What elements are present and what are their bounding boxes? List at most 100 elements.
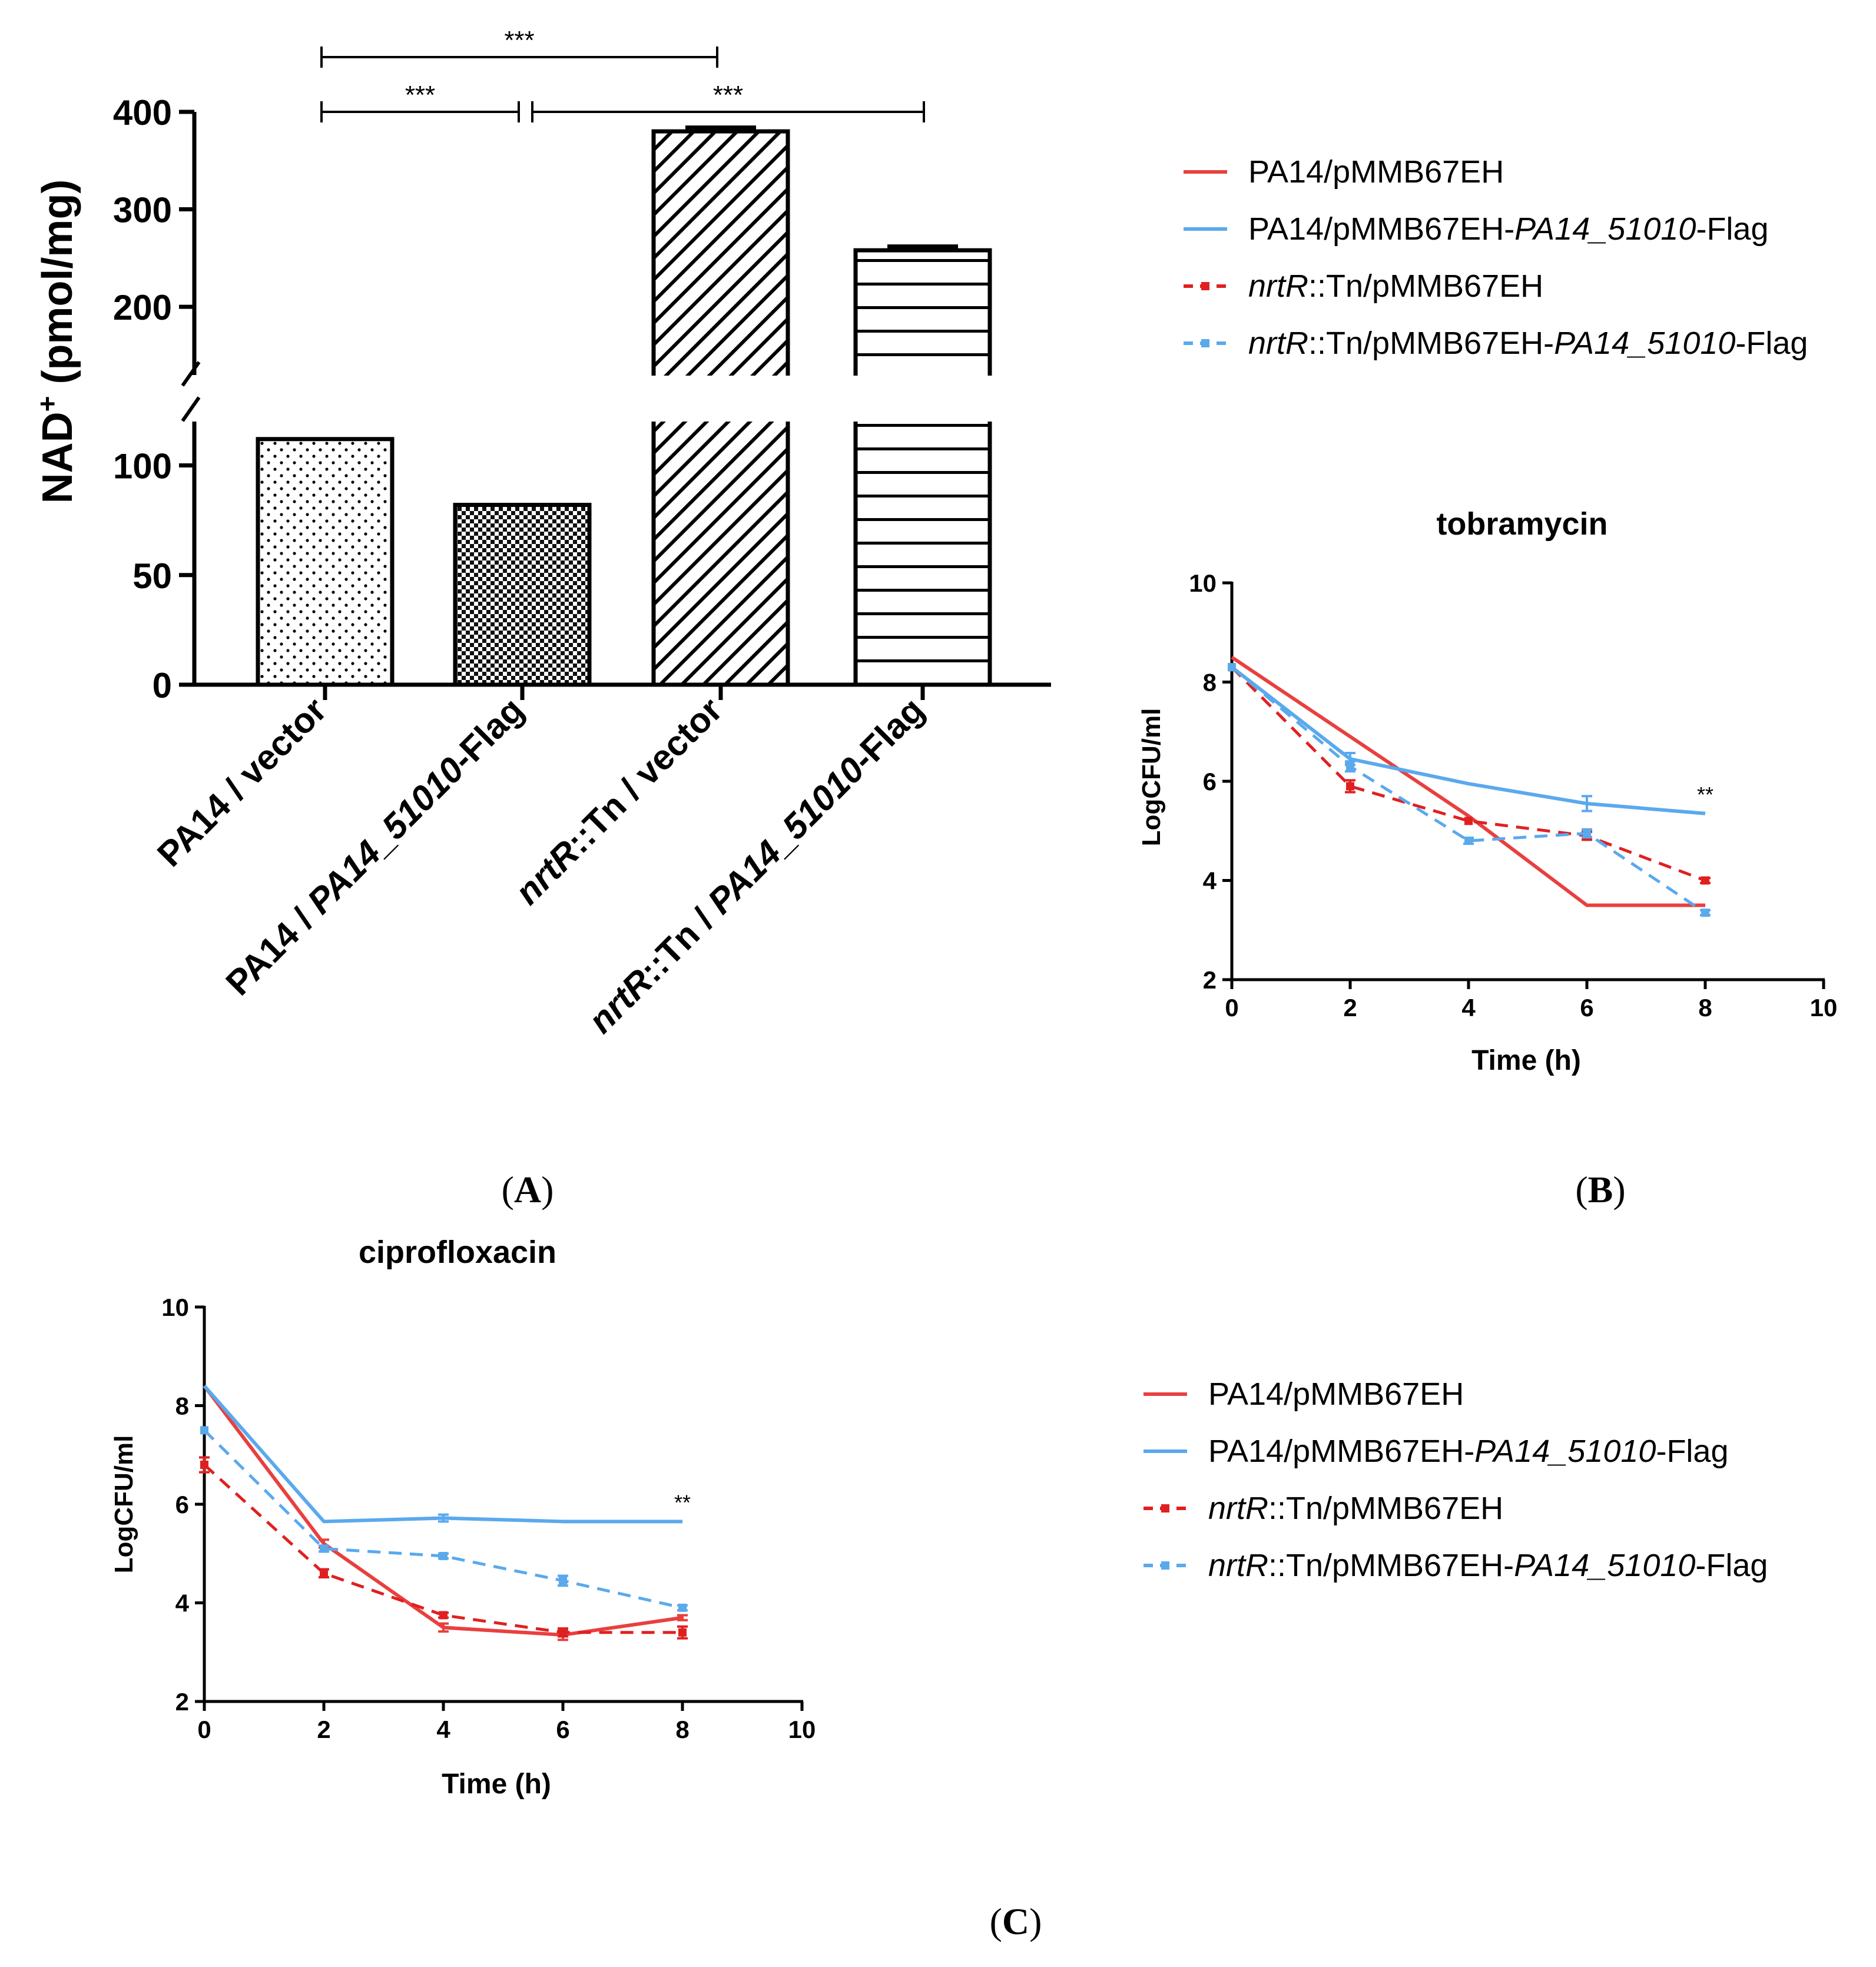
a-sig-label-1: *** [713, 81, 743, 110]
b-series-2-point-1 [1346, 782, 1354, 791]
legend-bottom-label-1: PA14/pMMB67EH-PA14_51010-Flag [1208, 1434, 1729, 1469]
c-series-3-point-0 [200, 1426, 208, 1435]
a-category-label-3: nrtR::Tn / PA14_51010-Flag [581, 690, 932, 1041]
a-sig-label-2: *** [504, 26, 534, 55]
c-annotation: ** [674, 1490, 691, 1514]
b-x-tick-label-1: 2 [1343, 994, 1357, 1021]
legend-bottom-label-1-part-0: PA14/pMMB67EH- [1208, 1434, 1474, 1469]
legend-top-label-0: PA14/pMMB67EH [1248, 154, 1504, 190]
c-y-tick-label-2: 6 [175, 1491, 189, 1518]
a-y-tick-label-3: 200 [113, 288, 172, 327]
b-y-tick-label-3: 8 [1203, 669, 1217, 696]
a-bar-3-lower [856, 422, 990, 685]
c-chart-title: ciprofloxacin [359, 1235, 556, 1270]
legend-top-label-1: PA14/pMMB67EH-PA14_51010-Flag [1248, 211, 1769, 247]
c-x-tick-label-3: 6 [556, 1716, 569, 1743]
b-x-tick-label-0: 0 [1225, 994, 1238, 1021]
a-bar-2-upper [654, 131, 788, 376]
c-y-tick-label-4: 10 [161, 1293, 189, 1321]
panel-c-line-chart: ciprofloxacin LogCFU/ml Time (h) 0 2 4 6 8 10… [110, 1235, 816, 1800]
a-category-label-2: nrtR::Tn / vector [508, 690, 730, 912]
legend-top-swatch-marker-3 [1201, 339, 1209, 347]
a-category-label-0: PA14 / vector [150, 690, 334, 874]
b-annotation: ** [1697, 782, 1713, 807]
a-y-tick-label-0: 0 [153, 666, 172, 705]
legend-bottom-label-2-part-0: nrtR [1208, 1491, 1268, 1526]
c-x-axis-label: Time (h) [442, 1769, 551, 1800]
b-series-2-point-4 [1701, 876, 1709, 885]
c-y-axis-label: LogCFU/ml [110, 1435, 138, 1574]
a-y-axis-label: NAD+ (pmol/mg) [32, 180, 81, 504]
legend-top-label-2-part-0: nrtR [1248, 268, 1308, 304]
legend-bottom: PA14/pMMB67EH PA14/pMMB67EH-PA14_51010-Fl… [1144, 1376, 1768, 1583]
caption-b: (B) [1575, 1169, 1625, 1210]
b-x-tick-label-5: 10 [1810, 994, 1838, 1021]
c-x-tick-label-5: 10 [788, 1716, 816, 1743]
c-series-2-point-4 [678, 1628, 687, 1637]
legend-top-swatch-marker-2 [1201, 282, 1209, 290]
c-series-3-point-4 [678, 1603, 687, 1612]
c-series-1-line [203, 1385, 682, 1524]
a-category-label-3-part-1: ::Tn / [632, 894, 728, 990]
legend-top-label-1-part-0: PA14/pMMB67EH- [1248, 211, 1514, 247]
c-x-tick-label-0: 0 [197, 1716, 211, 1743]
a-bar-1 [453, 503, 592, 687]
b-y-axis-label: LogCFU/ml [1137, 708, 1166, 847]
a-category-label-2-part-1: ::Tn / vector [559, 690, 730, 861]
legend-top-label-2-part-1: ::Tn/pMMB67EH [1308, 268, 1543, 304]
c-x-tick-label-2: 4 [436, 1716, 450, 1743]
legend-bottom-label-3-part-2: PA14_51010 [1514, 1548, 1695, 1583]
b-x-tick-label-2: 4 [1461, 994, 1476, 1021]
c-series-0-line [203, 1385, 683, 1637]
legend-top-label-3: nrtR::Tn/pMMB67EH-PA14_51010-Flag [1248, 326, 1808, 361]
b-y-tick-label-4: 10 [1189, 569, 1217, 597]
b-series-3-point-3 [1583, 829, 1591, 838]
a-y-tick-label-5: 400 [113, 93, 172, 132]
a-axis-break-mark-upper [181, 361, 201, 387]
b-series-2-line [1231, 666, 1706, 882]
legend-bottom-label-3-part-1: ::Tn/pMMB67EH- [1268, 1548, 1514, 1583]
legend-top-label-2: nrtR::Tn/pMMB67EH [1248, 268, 1543, 304]
c-x-tick-label-1: 2 [317, 1716, 330, 1743]
b-x-tick-label-4: 8 [1698, 994, 1712, 1021]
legend-bottom-swatch-marker-2 [1161, 1504, 1169, 1512]
c-series-2-point-1 [320, 1569, 328, 1578]
b-x-tick-label-3: 6 [1580, 994, 1593, 1021]
b-series-3-point-2 [1464, 837, 1473, 845]
c-y-tick-label-0: 2 [175, 1688, 189, 1716]
a-axes: 0 50 100 200 300 400 [113, 93, 1051, 705]
caption-c: (C) [990, 1900, 1042, 1942]
c-series-3-point-3 [559, 1576, 567, 1585]
c-series-3-point-1 [320, 1544, 328, 1553]
a-y-tick-label-1: 50 [132, 556, 172, 596]
b-series-3-point-1 [1346, 762, 1354, 771]
a-bar-2-lower [654, 422, 788, 685]
legend-top-label-1-part-1: PA14_51010 [1514, 211, 1696, 247]
legend-bottom-label-3-part-0: nrtR [1208, 1548, 1268, 1583]
a-y-tick-label-2: 100 [113, 447, 172, 486]
a-bar-3-upper [856, 250, 990, 376]
caption-a: (A) [502, 1169, 554, 1210]
b-series-3-point-0 [1228, 663, 1236, 672]
a-significance-brackets: *** *** *** [320, 26, 925, 122]
c-y-tick-label-1: 4 [175, 1590, 190, 1617]
a-axis-break-mark-lower [181, 396, 201, 422]
a-bars [256, 125, 992, 687]
legend-bottom-label-3: nrtR::Tn/pMMB67EH-PA14_51010-Flag [1208, 1548, 1768, 1583]
b-series-3-point-4 [1701, 908, 1709, 917]
c-series-2-point-3 [559, 1628, 567, 1637]
a-sig-label-0: *** [405, 81, 435, 110]
b-x-axis-label: Time (h) [1471, 1045, 1581, 1076]
legend-top-label-1-part-2: -Flag [1696, 211, 1768, 247]
a-category-label-3-part-2: PA14_51010 [700, 749, 872, 921]
c-series-2-line [203, 1464, 682, 1634]
panel-b-line-chart: tobramycin LogCFU/ml Time (h) 0 2 4 6 8 10246… [1137, 506, 1837, 1076]
c-y-tick-label-3: 8 [175, 1392, 189, 1420]
legend-top-label-3-part-0: nrtR [1248, 326, 1308, 361]
legend-bottom-label-0: PA14/pMMB67EH [1208, 1376, 1464, 1412]
c-series-2-point-2 [439, 1611, 448, 1620]
